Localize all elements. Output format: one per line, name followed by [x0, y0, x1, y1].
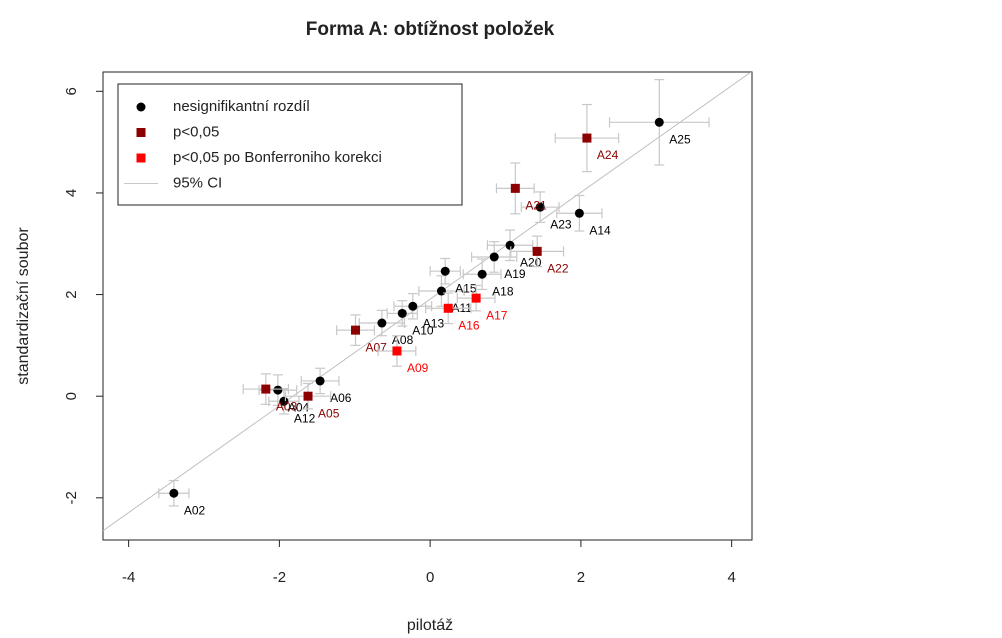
- point: [440, 266, 450, 276]
- point-label: A02: [184, 503, 206, 517]
- point: [532, 246, 542, 256]
- point: [505, 240, 515, 250]
- y-tick-label: 2: [63, 290, 80, 298]
- point: [489, 252, 499, 262]
- point: [261, 384, 271, 394]
- point: [477, 269, 487, 279]
- legend-box: [117, 83, 463, 206]
- y-tick-label: 0: [63, 392, 80, 400]
- y-axis-label: standardizační soubor: [15, 227, 32, 385]
- point-label: A10: [412, 324, 434, 338]
- point: [574, 208, 584, 218]
- point: [392, 346, 402, 356]
- point: [471, 293, 481, 303]
- x-tick-label: -4: [122, 569, 135, 586]
- x-tick-label: 4: [727, 569, 735, 586]
- plot-frame: [102, 71, 753, 541]
- legend-label: nesignifikantní rozdíl: [173, 98, 310, 115]
- point: [377, 318, 387, 328]
- point-label: A14: [589, 223, 611, 237]
- point-label: A09: [407, 361, 429, 375]
- point-label: A21: [525, 199, 547, 213]
- point: [443, 303, 453, 313]
- point-label: A20: [520, 255, 542, 269]
- point: [315, 376, 325, 386]
- x-tick-label: 2: [577, 569, 585, 586]
- point-label: A16: [458, 318, 480, 332]
- legend-label: p<0,05: [173, 123, 219, 140]
- y-tick-label: -2: [63, 491, 80, 504]
- point: [169, 488, 179, 498]
- point-label: A05: [318, 406, 340, 420]
- point-label: A24: [597, 148, 619, 162]
- point-label: A04: [288, 400, 310, 414]
- point: [273, 385, 283, 395]
- chart-title: Forma A: obtížnost položek: [306, 19, 555, 40]
- point: [408, 301, 418, 311]
- legend-label: 95% CI: [173, 174, 222, 191]
- legend-marker: [136, 153, 146, 163]
- point: [279, 396, 289, 406]
- point: [303, 391, 313, 401]
- point-label: A13: [423, 316, 445, 330]
- point-label: A23: [550, 217, 572, 231]
- point-label: A07: [366, 340, 388, 354]
- point-label: A22: [547, 262, 569, 276]
- point-label: A15: [455, 281, 477, 295]
- legend-marker: [136, 102, 146, 112]
- point-label: A12: [294, 411, 316, 425]
- point-label: A19: [504, 267, 526, 281]
- point: [535, 202, 545, 212]
- point-label: A03: [276, 399, 298, 413]
- point-label: A06: [330, 391, 352, 405]
- y-tick-label: 4: [63, 189, 80, 197]
- point: [510, 183, 520, 193]
- x-tick-label: -2: [273, 569, 286, 586]
- point-label: A17: [486, 308, 508, 322]
- point-label: A25: [669, 132, 691, 146]
- x-axis-label: pilotáž: [407, 617, 453, 634]
- y-tick-label: 6: [63, 87, 80, 95]
- fit-line: [103, 72, 752, 532]
- point-label: A18: [492, 284, 514, 298]
- legend-label: p<0,05 po Bonferroniho korekci: [173, 149, 382, 166]
- x-tick-label: 0: [426, 569, 434, 586]
- point: [397, 308, 407, 318]
- legend-marker: [136, 128, 146, 137]
- point: [582, 133, 592, 143]
- point: [436, 286, 446, 296]
- point: [351, 325, 361, 335]
- point: [654, 117, 664, 127]
